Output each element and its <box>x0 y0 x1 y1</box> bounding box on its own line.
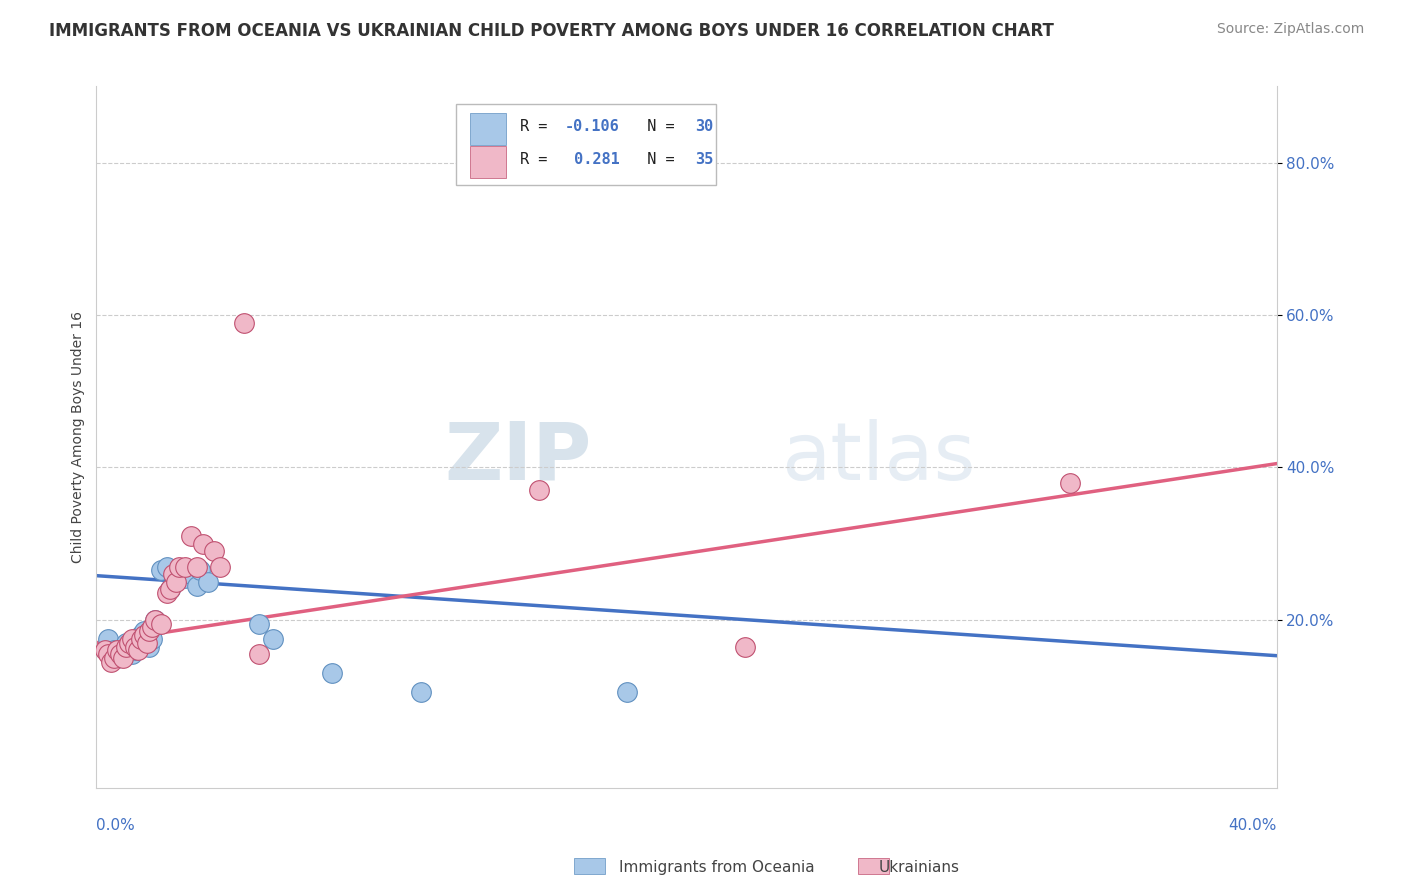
Point <box>734 640 756 654</box>
Point <box>143 613 166 627</box>
Text: 40.0%: 40.0% <box>1229 818 1277 833</box>
Point <box>97 632 120 646</box>
Point <box>118 640 141 654</box>
Point <box>111 651 134 665</box>
Point <box>135 636 157 650</box>
Bar <box>858 858 889 874</box>
Point <box>115 640 138 654</box>
Point <box>94 643 117 657</box>
Text: ZIP: ZIP <box>444 419 592 497</box>
Point <box>132 628 155 642</box>
Point <box>108 643 131 657</box>
Point <box>111 647 134 661</box>
Point <box>135 636 157 650</box>
Point <box>129 632 152 646</box>
Point <box>150 563 173 577</box>
Y-axis label: Child Poverty Among Boys Under 16: Child Poverty Among Boys Under 16 <box>72 311 86 563</box>
Point <box>409 685 432 699</box>
Text: -0.106: -0.106 <box>565 119 620 134</box>
Point <box>141 620 163 634</box>
Point <box>173 571 195 585</box>
Point <box>150 616 173 631</box>
Point <box>527 483 550 498</box>
Point <box>108 647 131 661</box>
Point <box>105 651 128 665</box>
Point <box>105 643 128 657</box>
Text: Ukrainians: Ukrainians <box>879 860 960 874</box>
Text: 35: 35 <box>695 153 713 168</box>
Point <box>103 651 125 665</box>
Point <box>197 574 219 589</box>
Point <box>321 666 343 681</box>
Point <box>103 643 125 657</box>
Point <box>167 559 190 574</box>
Point <box>247 616 270 631</box>
Point <box>138 640 160 654</box>
Point <box>156 586 179 600</box>
Text: R =: R = <box>520 119 557 134</box>
Point <box>209 559 232 574</box>
Point <box>186 559 208 574</box>
Point <box>115 636 138 650</box>
Bar <box>574 858 605 874</box>
FancyBboxPatch shape <box>471 113 506 145</box>
Text: R =: R = <box>520 153 557 168</box>
Point <box>232 316 254 330</box>
Point <box>202 544 225 558</box>
FancyBboxPatch shape <box>471 146 506 178</box>
Point <box>262 632 284 646</box>
Point <box>180 567 202 582</box>
Point <box>141 632 163 646</box>
Point <box>127 643 149 657</box>
Text: N =: N = <box>628 153 683 168</box>
Point <box>191 536 214 550</box>
Point <box>156 559 179 574</box>
Text: N =: N = <box>628 119 683 134</box>
Point <box>121 647 143 661</box>
Point <box>124 640 146 654</box>
Point <box>132 624 155 639</box>
Text: IMMIGRANTS FROM OCEANIA VS UKRAINIAN CHILD POVERTY AMONG BOYS UNDER 16 CORRELATI: IMMIGRANTS FROM OCEANIA VS UKRAINIAN CHI… <box>49 22 1054 40</box>
Point <box>124 643 146 657</box>
Point <box>143 613 166 627</box>
Point <box>247 647 270 661</box>
Text: Immigrants from Oceania: Immigrants from Oceania <box>619 860 814 874</box>
Text: atlas: atlas <box>780 419 976 497</box>
Text: Source: ZipAtlas.com: Source: ZipAtlas.com <box>1216 22 1364 37</box>
Point <box>129 628 152 642</box>
Point <box>159 582 181 597</box>
Point <box>165 574 187 589</box>
Point <box>173 559 195 574</box>
Point <box>180 529 202 543</box>
Text: 0.281: 0.281 <box>565 153 620 168</box>
Point <box>186 578 208 592</box>
Point <box>121 632 143 646</box>
Point <box>159 582 181 597</box>
Point <box>97 647 120 661</box>
Point <box>167 571 190 585</box>
Point <box>100 655 122 669</box>
Text: 0.0%: 0.0% <box>97 818 135 833</box>
Point <box>188 563 211 577</box>
FancyBboxPatch shape <box>457 103 716 185</box>
Point <box>616 685 638 699</box>
Point <box>127 632 149 646</box>
Point <box>138 624 160 639</box>
Point <box>162 567 184 582</box>
Point <box>118 636 141 650</box>
Text: 30: 30 <box>695 119 713 134</box>
Point <box>1059 475 1081 490</box>
